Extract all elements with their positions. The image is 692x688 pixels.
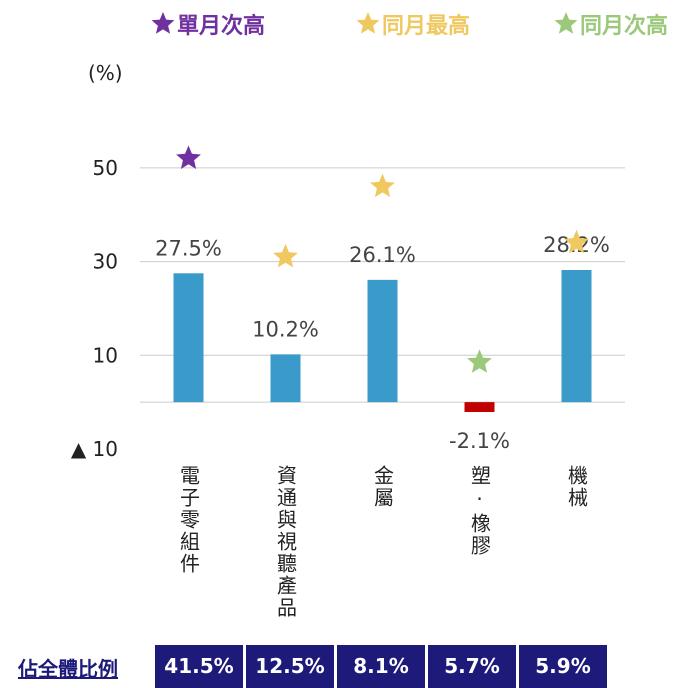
- bar: [270, 354, 301, 403]
- share-cell: 41.5%: [155, 645, 243, 688]
- y-tick-label: 50: [93, 156, 118, 180]
- data-label: -2.1%: [449, 429, 510, 453]
- share-label: 佔全體比例: [18, 657, 118, 681]
- legend-label: 同月次高: [580, 13, 668, 39]
- star-marker: [273, 243, 298, 268]
- y-tick-label: 10: [93, 343, 118, 367]
- y-tick-label: 30: [93, 250, 118, 274]
- legend-star: [151, 12, 175, 34]
- share-cell: 12.5%: [246, 645, 334, 688]
- share-cell: 5.7%: [428, 645, 516, 688]
- star-marker: [176, 145, 201, 169]
- bar: [464, 402, 495, 412]
- bar: [367, 279, 398, 403]
- x-tick-label: 電子零組件: [177, 465, 201, 575]
- share-cell: 5.9%: [519, 645, 607, 688]
- bar: [173, 273, 204, 403]
- legend-label: 單月次高: [177, 13, 265, 39]
- share-row: 佔全體比例 41.5% 12.5% 8.1% 5.7% 5.9%: [0, 645, 692, 688]
- star-marker: [467, 349, 492, 373]
- share-cell: 8.1%: [337, 645, 425, 688]
- x-tick-label: 塑·橡膠: [468, 465, 492, 557]
- data-label: 26.1%: [349, 243, 416, 267]
- y-tick-label: ▲ 10: [71, 437, 118, 461]
- star-marker: [370, 173, 395, 198]
- x-tick-label: 金屬: [371, 465, 395, 509]
- legend-label: 同月最高: [382, 13, 470, 39]
- x-tick-label: 資通與視聽產品: [274, 465, 298, 619]
- data-label: 27.5%: [155, 236, 222, 260]
- y-axis-label: (%): [88, 61, 123, 85]
- legend-star: [554, 12, 578, 34]
- legend-star: [356, 12, 380, 34]
- x-tick-label: 機械: [565, 465, 589, 509]
- bar: [561, 270, 592, 403]
- star-marker: [564, 229, 589, 254]
- data-label: 10.2%: [252, 317, 319, 341]
- chart: (%) 50 30 10 ▲ 10 電子零組件 27.5% 資通與視聽產品 10.2% 金屬 26…: [71, 12, 668, 619]
